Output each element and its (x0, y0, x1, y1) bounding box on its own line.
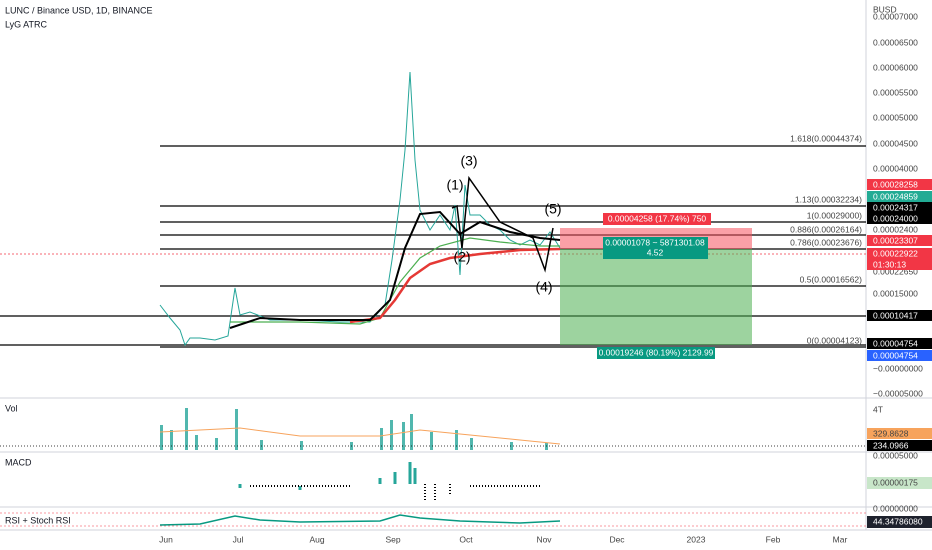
time-axis: Jun Jul Aug Sep Oct Nov Dec 2023 Feb Mar (159, 534, 847, 544)
badge: 0.00028258 (873, 179, 918, 189)
volume-ma-line (159, 427, 561, 445)
currency: BUSD (873, 4, 897, 14)
indicator: LyG ATRC (5, 19, 48, 29)
badge-bg (867, 428, 932, 439)
price-label: 0.00004000 (873, 163, 918, 173)
badge: 0.00024317 (873, 202, 918, 212)
rsi-title: RSI + Stoch RSI (5, 515, 71, 525)
fib-label: 0.5(0.00016562) (800, 274, 863, 284)
badge: 0.00023307 (873, 235, 918, 245)
time-label: Dec (609, 534, 625, 544)
stop-label: 0.00004258 (17.74%) 750 (608, 213, 707, 223)
time-label: Mar (833, 534, 848, 544)
time-label: Feb (766, 534, 781, 544)
badge-bg (867, 516, 932, 528)
pane-borders (0, 0, 932, 531)
price-label: 0.00004500 (873, 138, 918, 148)
price-label: 0.00006000 (873, 62, 918, 72)
wave-label: (4) (535, 279, 552, 295)
badge: 0.00024859 (873, 191, 918, 201)
time-label: Nov (536, 534, 552, 544)
wave-label: (3) (460, 153, 477, 169)
badges: 0.00028258 0.00024859 0.00024317 0.00024… (867, 179, 932, 361)
time-label: Jul (233, 534, 244, 544)
wave-label: (5) (544, 201, 561, 217)
badge: 0.00024000 (873, 213, 918, 223)
badge: 0.00004754 (873, 338, 918, 348)
waves: (1) (2) (3) (4) (5) (446, 153, 561, 295)
macd-histogram (238, 462, 540, 502)
time-label: Oct (459, 534, 473, 544)
fib-label: 0.886(0.00026164) (790, 224, 862, 234)
rsi-lines (0, 512, 866, 527)
time-label: Sep (385, 534, 400, 544)
macd-value: 0.00000175 (873, 477, 918, 487)
rsi-value: 44.34786080 (873, 516, 923, 526)
price-series (159, 71, 561, 347)
fib-label: 1.13(0.00032234) (795, 194, 862, 204)
macd-axis: 0.00005000 (873, 450, 918, 460)
price-label: 0.00002400 (873, 224, 918, 234)
position-tool: 0.00004258 (17.74%) 750 0.00001078 ~ 587… (560, 213, 752, 359)
target-label: 0.00019246 (80.19%) 2129.99 (599, 347, 714, 357)
wave-label: (1) (446, 177, 463, 193)
fib-label: 1(0.00029000) (807, 210, 862, 220)
symbol: LUNC / Binance USD, 1D, BINANCE (5, 5, 153, 15)
time-label: 2023 (687, 534, 706, 544)
badge-bg (867, 477, 932, 489)
fib-label: 0(0.00004123) (807, 335, 862, 345)
price-label: 0.00005500 (873, 87, 918, 97)
badge-bg (867, 440, 932, 451)
price-label: 0.00022650 (873, 266, 918, 276)
price-label: 0.00015000 (873, 288, 918, 298)
price-label: −0.00000000 (873, 363, 923, 373)
wave-label: (2) (453, 249, 470, 265)
price-axis: 0.00007000 0.00006500 0.00006000 0.00005… (873, 11, 923, 398)
time-label: Jun (159, 534, 173, 544)
price-label: 0.00006500 (873, 37, 918, 47)
volume-value: 234.0966 (873, 440, 909, 450)
fib-label: 1.618(0.00044374) (790, 133, 862, 143)
volume-axis: 4T (873, 404, 883, 414)
price-label: −0.00005000 (873, 388, 923, 398)
volume-bars (160, 408, 548, 450)
entry-label: 0.00001078 ~ 5871301.08 (605, 237, 705, 247)
fib-label: 0.786(0.00023676) (790, 237, 862, 247)
badge: 0.00004754 (873, 350, 918, 360)
countdown: 01:30:13 (873, 259, 906, 269)
price-label: 0.00007000 (873, 11, 918, 21)
macd-title: MACD (5, 457, 32, 467)
volume-ma: 329.8628 (873, 428, 909, 438)
time-label: Aug (309, 534, 324, 544)
badge: 0.00010417 (873, 310, 918, 320)
macd-axis: 0.00000000 (873, 503, 918, 513)
price-label: 0.00005000 (873, 112, 918, 122)
badge: 0.00022922 (873, 248, 918, 258)
volume-title: Vol (5, 403, 18, 413)
ratio-label: 4.52 (647, 247, 664, 257)
